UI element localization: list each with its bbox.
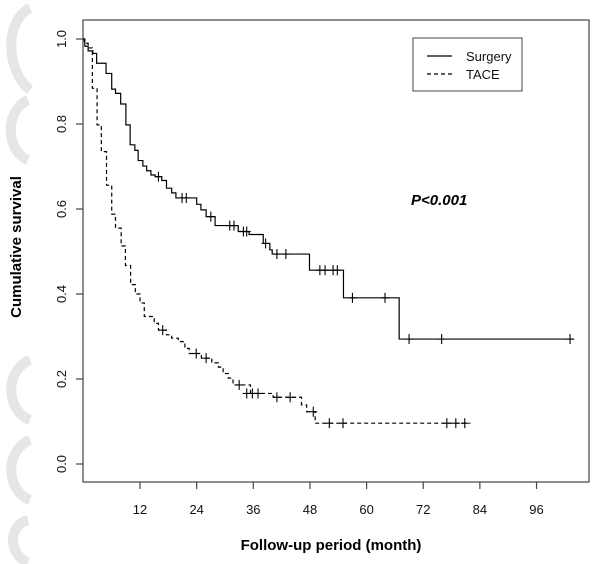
x-tick-label: 60 [359,502,373,517]
censor-mark-tace [325,418,334,429]
legend: Surgery TACE [412,37,523,92]
censor-mark-surgery [333,265,342,276]
censor-mark-surgery [437,334,446,345]
censor-mark-tace [451,418,460,429]
censor-mark-surgery [206,211,215,222]
y-tick-label: 0.4 [54,285,69,303]
y-tick-label: 1.0 [54,30,69,48]
y-tick-label: 0.2 [54,370,69,388]
y-axis-title: Cumulative survival [8,176,25,318]
watermark-glyph [6,3,34,94]
censor-mark-surgery [261,238,270,249]
censor-mark-surgery [272,249,281,260]
censor-mark-surgery [182,192,191,203]
x-axis: 12 24 36 48 60 72 84 96 [133,482,544,517]
series-layer [83,38,575,429]
censor-mark-surgery [405,334,414,345]
censor-mark-tace [158,325,167,336]
censor-mark-surgery [281,249,290,260]
x-tick-label: 84 [473,502,487,517]
legend-box [412,37,523,92]
censor-mark-surgery [242,226,251,237]
p-value-annotation: P<0.001 [411,192,467,209]
watermark-glyph [6,355,33,425]
watermark-glyph [6,435,33,505]
x-tick-label: 36 [246,502,260,517]
censor-mark-tace [235,379,244,390]
series-line-tace [83,38,471,424]
x-tick-label: 72 [416,502,430,517]
y-tick-label: 0.0 [54,455,69,473]
legend-label-surgery: Surgery [466,49,512,64]
watermark-glyph [5,95,31,165]
x-tick-label: 96 [529,502,543,517]
censor-mark-surgery [348,292,357,303]
x-axis-title: Follow-up period (month) [241,537,422,554]
censor-mark-tace [192,348,201,359]
censor-mark-surgery [229,220,238,231]
censor-mark-tace [309,406,318,417]
censor-mark-surgery [154,171,163,182]
censor-mark-surgery [321,265,330,276]
censor-mark-surgery [566,334,575,345]
censor-mark-tace [339,418,347,429]
censor-mark-tace [202,353,211,364]
x-tick-label: 24 [189,502,203,517]
censor-mark-tace [272,392,281,403]
y-tick-label: 0.6 [54,200,69,218]
y-axis: 0.0 0.2 0.4 0.6 0.8 1.0 [54,30,83,473]
censor-mark-tace [254,388,263,399]
censor-mark-tace [442,418,451,429]
x-tick-label: 48 [303,502,317,517]
plot-frame [82,19,590,483]
legend-label-tace: TACE [466,67,500,82]
x-tick-label: 12 [133,502,147,517]
censor-mark-tace [286,392,295,403]
watermark-glyph [8,515,31,564]
censor-mark-surgery [381,292,390,303]
censor-mark-tace [460,418,469,429]
y-tick-label: 0.8 [54,115,69,133]
